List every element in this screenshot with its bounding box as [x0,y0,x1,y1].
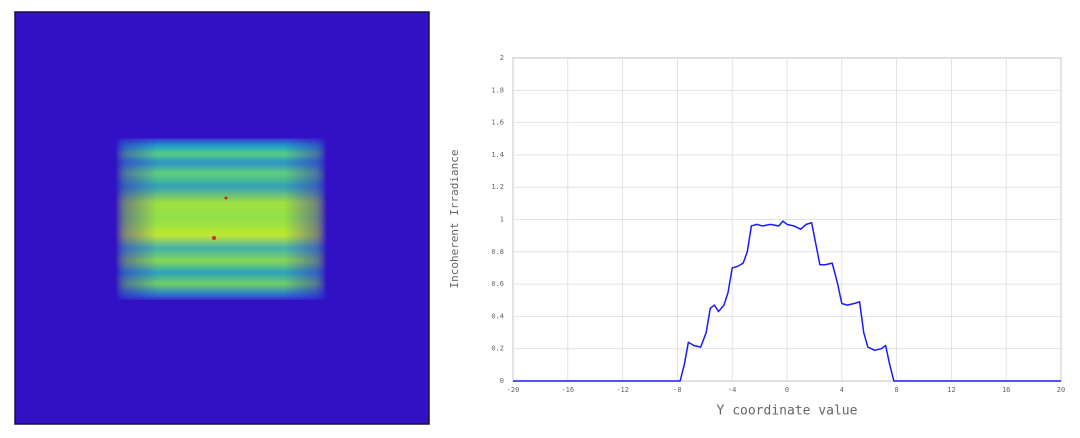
x-tick-label: -4 [728,386,736,394]
y-tick-label: 1.4 [491,151,504,159]
y-tick-label: 1 [500,216,504,224]
y-tick-label: 0.8 [491,248,504,256]
y-axis-label: Incoherent Irradiance [448,149,461,288]
y-tick-label: 1.8 [491,86,504,94]
x-tick-label: -12 [616,386,629,394]
y-tick-label: 0.2 [491,345,504,353]
x-tick-label: 16 [1002,386,1010,394]
x-tick-label: 20 [1057,386,1065,394]
x-tick-label: -8 [673,386,681,394]
x-tick-label: 4 [840,386,844,394]
x-tick-label: 12 [947,386,955,394]
line-chart: Incoherent Irradiance Y coordinate value… [448,54,1065,419]
irradiance-map [14,11,430,425]
x-tick-label: -20 [507,386,520,394]
y-tick-label: 1.2 [491,183,504,191]
x-tick-label: -16 [561,386,574,394]
x-axis-label: Y coordinate value [717,404,858,419]
y-tick-label: 2 [500,54,504,62]
y-tick-label: 0.4 [491,312,504,320]
y-tick-label: 0.6 [491,280,504,288]
series-line [513,220,1061,382]
y-tick-label: 0 [500,377,504,385]
x-tick-label: 0 [785,386,789,394]
y-tick-label: 1.6 [491,119,504,127]
x-tick-label: 8 [894,386,898,394]
